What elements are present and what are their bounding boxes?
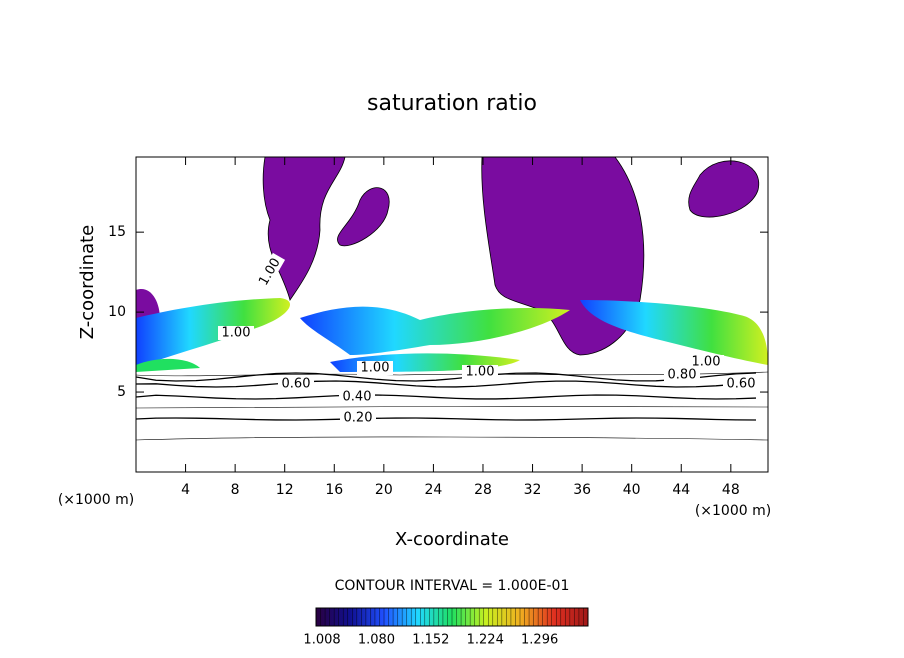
- contour-label: 0.20: [344, 411, 373, 426]
- x-tick-label: 32: [524, 482, 542, 498]
- x-tick-label: 24: [424, 482, 442, 498]
- contour-label-bg: [254, 252, 286, 292]
- contour-label-bg: [339, 390, 375, 404]
- contour-label: 0.40: [343, 390, 372, 405]
- field: [136, 157, 768, 441]
- contour-label-bg: [340, 411, 376, 425]
- plot-frame: [135, 156, 769, 473]
- y-tick-label: 10: [108, 304, 126, 320]
- contour-interval: CONTOUR INTERVAL = 1.000E-01: [335, 578, 570, 594]
- contour-label-bg: [462, 365, 498, 379]
- x-tick-label: 44: [672, 482, 690, 498]
- colorbar-tick-label: 1.224: [467, 633, 504, 648]
- region: [300, 306, 570, 355]
- colorbar-tick-label: 1.008: [303, 633, 340, 648]
- x-tick-label: 8: [231, 482, 240, 498]
- colorbar-tick-label: 1.080: [358, 633, 395, 648]
- contour-label: 1.00: [692, 355, 721, 370]
- x-tick-label: 48: [722, 482, 740, 498]
- region: [337, 187, 390, 247]
- contour-label: 0.60: [727, 377, 756, 392]
- contour-label: 0.80: [668, 368, 697, 383]
- x-tick-label: 36: [573, 482, 591, 498]
- contour-label-bg: [278, 377, 314, 391]
- x-tick-label: 40: [623, 482, 641, 498]
- contour-label-bg: [664, 368, 700, 382]
- x-tick-label: 12: [276, 482, 294, 498]
- x-tick-label: 28: [474, 482, 492, 498]
- region: [136, 358, 200, 372]
- contour-label: 0.60: [282, 377, 311, 392]
- x-tick-label: 20: [375, 482, 393, 498]
- contour-line: [136, 372, 757, 382]
- contour-line: [136, 417, 757, 421]
- x-tick-label: 16: [325, 482, 343, 498]
- contour-line: [136, 371, 768, 377]
- y-axis-label: Z-coordinate: [77, 225, 98, 340]
- y-tick-label: 5: [117, 384, 126, 400]
- contour-line: [136, 436, 768, 441]
- x-tick-label: 4: [181, 482, 190, 498]
- colorbar-tick-label: 1.296: [521, 633, 558, 648]
- region: [136, 298, 290, 368]
- region: [580, 300, 768, 365]
- colorbar-tick-label: 1.152: [412, 633, 449, 648]
- chart-title: saturation ratio: [367, 91, 537, 116]
- x-axis-label: X-coordinate: [395, 529, 509, 550]
- contour-label-bg: [688, 355, 724, 369]
- x-unit: (×1000 m): [695, 503, 771, 519]
- contour-label: 1.00: [466, 365, 495, 380]
- contour-label-bg: [723, 377, 759, 391]
- x-unit: (×1000 m): [58, 492, 134, 508]
- y-tick-label: 15: [108, 224, 126, 240]
- region: [688, 160, 760, 218]
- contour-label: 1.00: [222, 326, 251, 341]
- region: [262, 157, 346, 301]
- contour-label-bg: [218, 326, 254, 340]
- contours: [136, 372, 757, 421]
- contour-line: [136, 406, 768, 409]
- contour-label: 1.00: [361, 361, 390, 376]
- contour-line: [136, 380, 757, 388]
- contour-label-bg: [357, 361, 393, 375]
- contour-line: [136, 394, 757, 400]
